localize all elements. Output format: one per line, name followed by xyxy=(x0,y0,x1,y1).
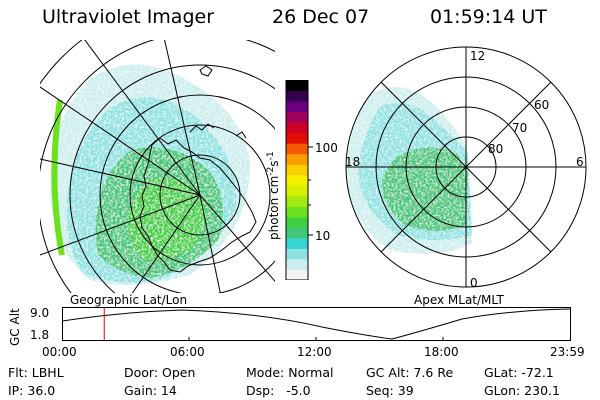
apex-polar-plot: 12 18 6 0 60 70 80 xyxy=(345,46,587,290)
altitude-ylabel: GC Alt xyxy=(8,308,22,346)
colorbar-scale xyxy=(285,79,313,281)
gc-alt-info: GC Alt: 7.6 Re xyxy=(366,365,454,380)
colorbar-block xyxy=(286,258,308,270)
colorbar-unit-label: photon cm-2s-1 xyxy=(266,151,281,240)
colorbar-block xyxy=(286,237,308,249)
coastline xyxy=(139,137,257,273)
colorbar xyxy=(285,79,335,284)
instrument-title: Ultraviolet Imager xyxy=(42,6,215,28)
glon-info: GLon: 230.1 xyxy=(484,383,560,398)
colorbar-tick-100: 100 xyxy=(315,141,338,155)
colorbar-block xyxy=(286,153,308,165)
mlt-label-0: 0 xyxy=(470,276,478,290)
colorbar-block xyxy=(286,164,308,176)
glat-info: GLat: -72.1 xyxy=(484,365,554,380)
geographic-map xyxy=(40,40,275,293)
time-tick-0000: 00:00 xyxy=(42,345,77,359)
gain-info: Gain: 14 xyxy=(124,383,177,398)
polar-aurora-core xyxy=(381,147,468,231)
mlt-label-18: 18 xyxy=(345,155,360,169)
time-tick-1800: 18:00 xyxy=(424,345,459,359)
ip-info: IP: 36.0 xyxy=(8,383,56,398)
altitude-ytick-min: 1.8 xyxy=(30,328,50,342)
colorbar-block xyxy=(286,132,308,144)
colorbar-block xyxy=(286,174,308,186)
mode-info: Mode: Normal xyxy=(246,365,334,380)
colorbar-block xyxy=(286,111,308,123)
altitude-curve xyxy=(62,308,572,340)
date-label: 26 Dec 07 xyxy=(272,6,370,28)
dsp-info: Dsp: -5.0 xyxy=(246,383,311,398)
mlat-label-80: 80 xyxy=(488,142,503,156)
geographic-label: Geographic Lat/Lon xyxy=(70,293,188,307)
mlat-label-70: 70 xyxy=(512,121,527,135)
colorbar-block xyxy=(286,101,308,113)
altitude-plot xyxy=(62,307,572,341)
colorbar-block xyxy=(286,90,308,102)
colorbar-block xyxy=(286,216,308,228)
colorbar-block xyxy=(286,248,308,260)
time-tick-2359: 23:59 xyxy=(550,345,585,359)
colorbar-block xyxy=(286,195,308,207)
mlt-label-6: 6 xyxy=(576,155,584,169)
filter-info: Flt: LBHL xyxy=(8,365,64,380)
mlt-label-12: 12 xyxy=(470,49,485,63)
seq-info: Seq: 39 xyxy=(366,383,414,398)
apex-label: Apex MLat/MLT xyxy=(414,293,504,307)
colorbar-block xyxy=(286,206,308,218)
door-info: Door: Open xyxy=(124,365,196,380)
colorbar-block xyxy=(286,143,308,155)
colorbar-block xyxy=(286,185,308,197)
colorbar-block xyxy=(286,227,308,239)
colorbar-tick-10: 10 xyxy=(315,229,331,243)
mlat-label-60: 60 xyxy=(534,98,549,112)
time-tick-1200: 12:00 xyxy=(297,345,332,359)
time-label: 01:59:14 UT xyxy=(430,6,547,28)
altitude-ytick-max: 9.0 xyxy=(30,306,50,320)
colorbar-block xyxy=(286,269,308,281)
colorbar-block xyxy=(286,80,308,92)
time-tick-0600: 06:00 xyxy=(170,345,205,359)
colorbar-block xyxy=(286,122,308,134)
